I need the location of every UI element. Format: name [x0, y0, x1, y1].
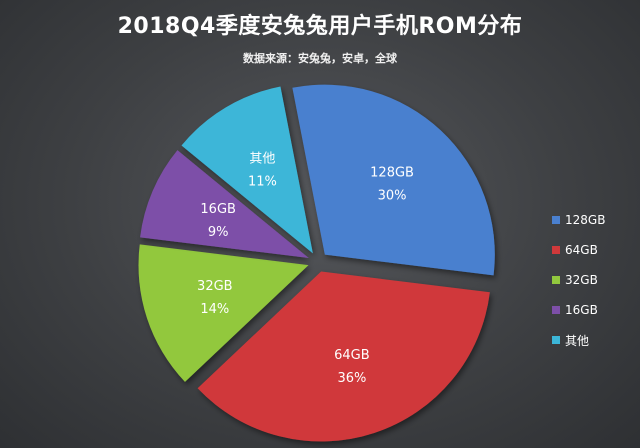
slice-category-label: 32GB [197, 279, 233, 294]
slice-value-label: 36% [337, 371, 366, 386]
legend-item: 64GB [552, 235, 605, 265]
legend-item: 其他 [552, 325, 605, 355]
legend-item: 16GB [552, 295, 605, 325]
legend-item: 32GB [552, 265, 605, 295]
legend-label: 32GB [565, 273, 598, 287]
legend-label: 其他 [565, 333, 590, 348]
slice-value-label: 30% [378, 189, 407, 204]
pie-slice-1 [197, 271, 490, 442]
slice-category-label: 16GB [200, 202, 236, 217]
pie-slice-3 [140, 150, 309, 259]
pie-slice-2 [138, 244, 309, 382]
pie-slice-0 [292, 84, 495, 276]
chart-title: 2018Q4季度安兔兔用户手机ROM分布 [117, 14, 523, 39]
legend-swatch [552, 216, 560, 224]
slice-value-label: 14% [200, 302, 229, 317]
slice-value-label: 11% [248, 175, 277, 190]
legend-swatch [552, 336, 560, 344]
slice-value-label: 9% [208, 225, 229, 240]
legend-label: 64GB [565, 243, 598, 257]
legend-swatch [552, 276, 560, 284]
legend-swatch [552, 306, 560, 314]
slice-category-label: 128GB [370, 166, 414, 181]
slice-category-label: 64GB [334, 348, 370, 363]
legend-item: 128GB [552, 205, 605, 235]
legend-label: 16GB [565, 303, 598, 317]
chart-subtitle: 数据来源：安兔兔，安卓，全球 [243, 52, 397, 65]
slice-category-label: 其他 [249, 152, 275, 167]
legend-swatch [552, 246, 560, 254]
legend: 128GB 64GB 32GB 16GB 其他 [552, 205, 605, 355]
legend-label: 128GB [565, 213, 606, 227]
pie-slice-4 [181, 86, 313, 254]
